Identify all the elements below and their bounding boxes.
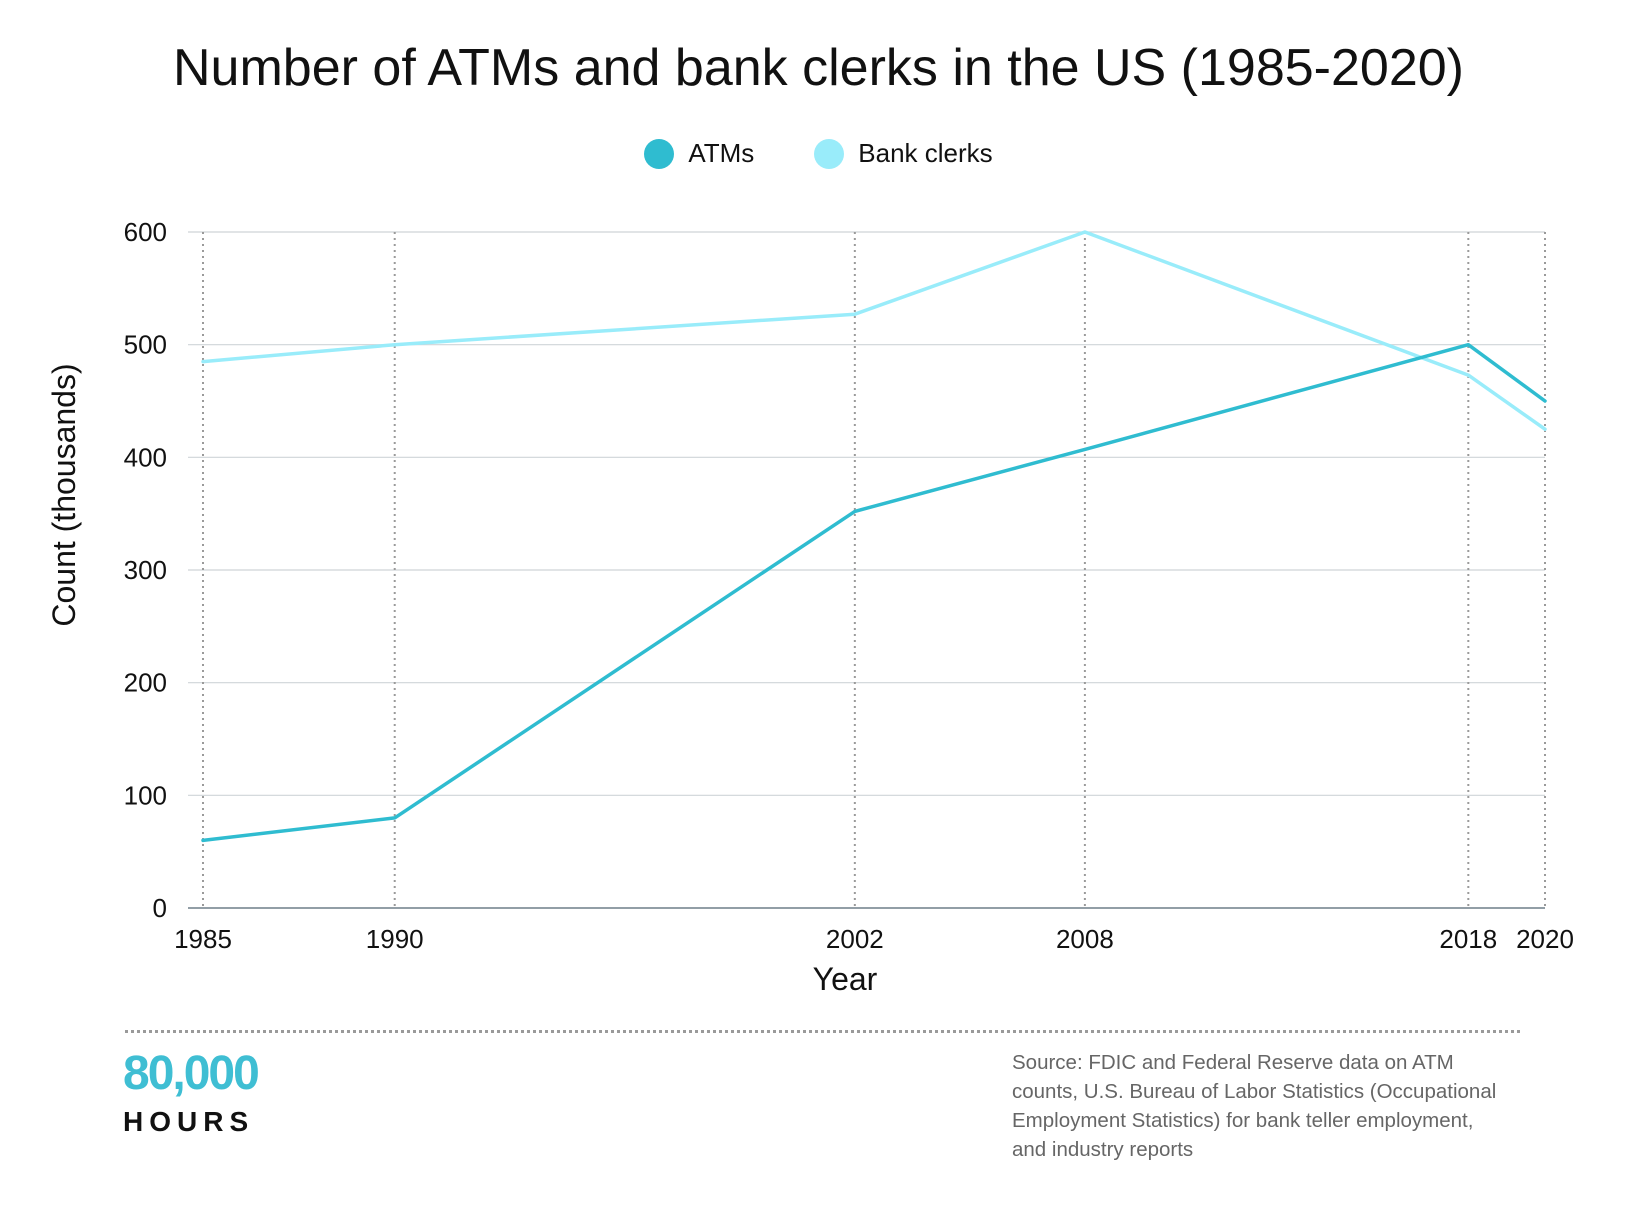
series-line-atms [201, 342, 1547, 843]
x-grid-lines [202, 232, 1546, 908]
source-note: Source: FDIC and Federal Reserve data on… [1012, 1051, 1497, 1161]
y-tick-label: 600 [124, 217, 167, 247]
chart-title: Number of ATMs and bank clerks in the US… [173, 39, 1464, 97]
x-tick-label: 1985 [174, 924, 232, 954]
y-tick-label: 100 [124, 780, 167, 810]
grid-lines [188, 231, 1545, 796]
legend-label-atms: ATMs [688, 138, 755, 168]
y-tick-labels: 0 100 200 300 400 500 600 [124, 217, 167, 923]
x-tick-labels: 1985 1990 2002 2008 2018 2020 [174, 924, 1574, 954]
x-tick-label: 2018 [1439, 924, 1497, 954]
y-tick-label: 200 [124, 668, 167, 698]
legend-label-bank-clerks: Bank clerks [858, 138, 993, 168]
footer-divider [125, 1030, 1520, 1033]
y-axis-label: Count (thousands) [46, 363, 82, 626]
legend-item-bank-clerks: Bank clerks [814, 138, 993, 169]
x-tick-label: 2020 [1516, 924, 1574, 954]
logo-word: HOURS [123, 1106, 255, 1137]
y-tick-label: 500 [124, 330, 167, 360]
legend-dot-bank-clerks [814, 138, 845, 169]
legend-item-atms: ATMs [644, 138, 754, 169]
y-tick-label: 300 [124, 555, 167, 585]
chart-legend: ATMs Bank clerks [0, 138, 1637, 169]
x-tick-label: 2008 [1056, 924, 1114, 954]
x-tick-label: 2002 [826, 924, 884, 954]
brand-logo: 80,000 HOURS [123, 1047, 260, 1137]
y-tick-label: 0 [153, 893, 167, 923]
series-line-bank-clerks [201, 230, 1547, 431]
y-tick-label: 400 [124, 442, 167, 472]
x-tick-label: 1990 [366, 924, 424, 954]
line-chart: 0 100 200 300 400 500 600 1985 1990 2002 2008 2018… [46, 217, 1574, 997]
series-lines [201, 230, 1547, 843]
legend-dot-atms [644, 138, 675, 169]
x-axis-label: Year [813, 961, 878, 997]
logo-number: 80,000 [123, 1047, 260, 1100]
